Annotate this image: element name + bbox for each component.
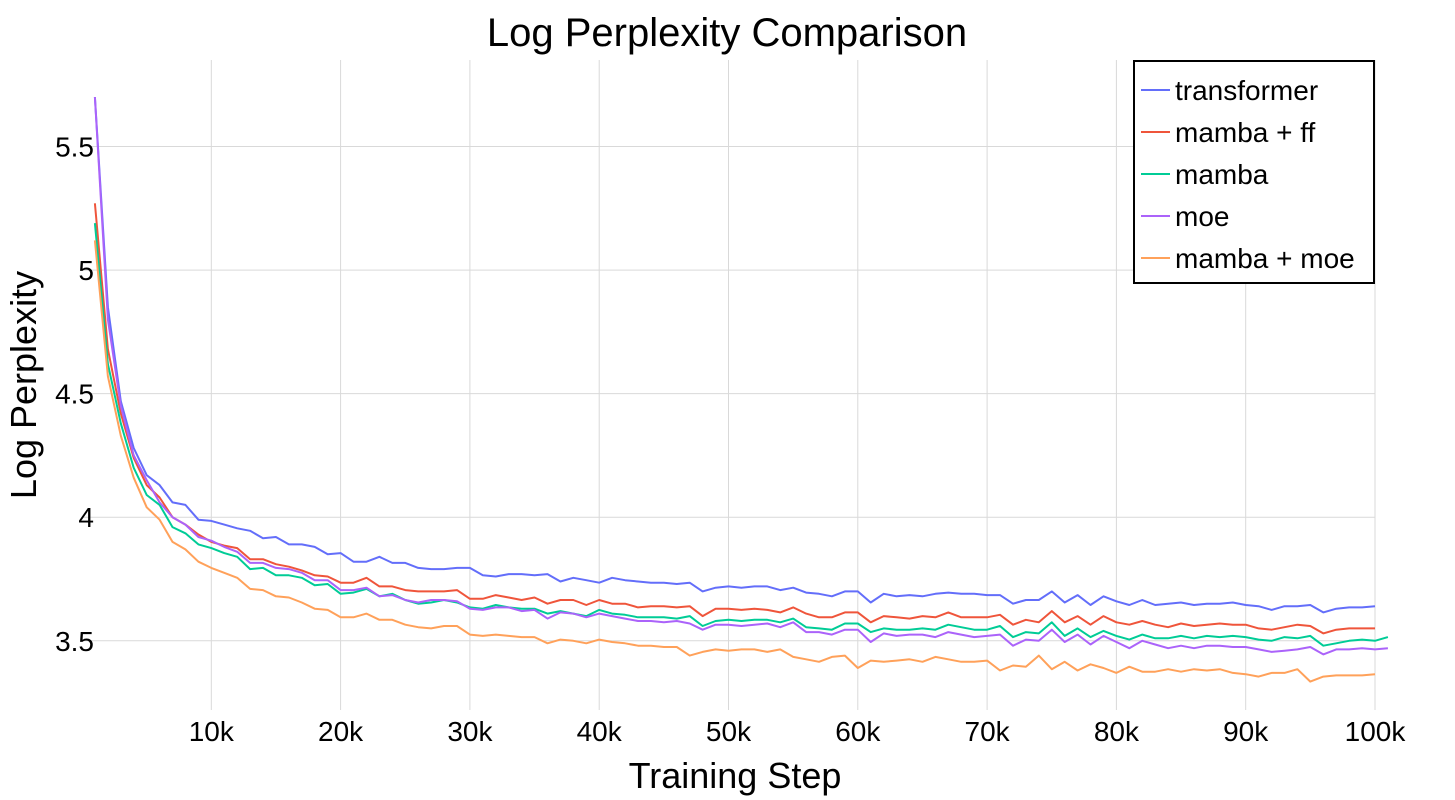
legend: transformer mamba + ff mamba moe mamba + moe [1133,60,1375,284]
x-axis-ticks: 10k 20k 30k 40k 50k 60k 70k 80k 90k 100k [189,716,1407,747]
y-tick-label: 4.5 [55,379,94,410]
legend-label: mamba [1175,159,1269,190]
y-tick-label: 4 [78,502,94,533]
x-tick-label: 50k [706,716,752,747]
y-tick-label: 5.5 [55,132,94,163]
x-axis-title: Training Step [629,755,842,796]
series-line-mamba-ff [93,203,1375,635]
legend-label: mamba + ff [1175,117,1316,148]
x-tick-label: 40k [577,716,623,747]
x-tick-label: 70k [965,716,1011,747]
x-tick-label: 10k [189,716,235,747]
x-tick-label: 20k [318,716,364,747]
x-tick-label: 30k [447,716,493,747]
y-tick-label: 3.5 [55,626,94,657]
x-tick-label: 60k [835,716,881,747]
y-axis-ticks: 3.5 4 4.5 5 5.5 [55,132,94,657]
series-line-transformer [93,97,1376,614]
legend-label: mamba + moe [1175,243,1355,274]
y-axis-title: Log Perplexity [3,271,44,499]
legend-box [1133,60,1375,284]
series-lines [93,97,1389,683]
x-tick-label: 80k [1094,716,1140,747]
legend-label: moe [1175,201,1229,232]
series-line-mamba-moe [93,240,1376,683]
chart-title: Log Perplexity Comparison [487,11,967,55]
series-line-moe [93,97,1388,656]
series-line-mamba [93,223,1389,647]
x-tick-label: 90k [1223,716,1269,747]
x-tick-label: 100k [1345,716,1407,747]
y-tick-label: 5 [78,255,94,286]
legend-items: transformer mamba + ff mamba moe mamba + moe [1141,75,1355,274]
legend-label: transformer [1175,75,1318,106]
